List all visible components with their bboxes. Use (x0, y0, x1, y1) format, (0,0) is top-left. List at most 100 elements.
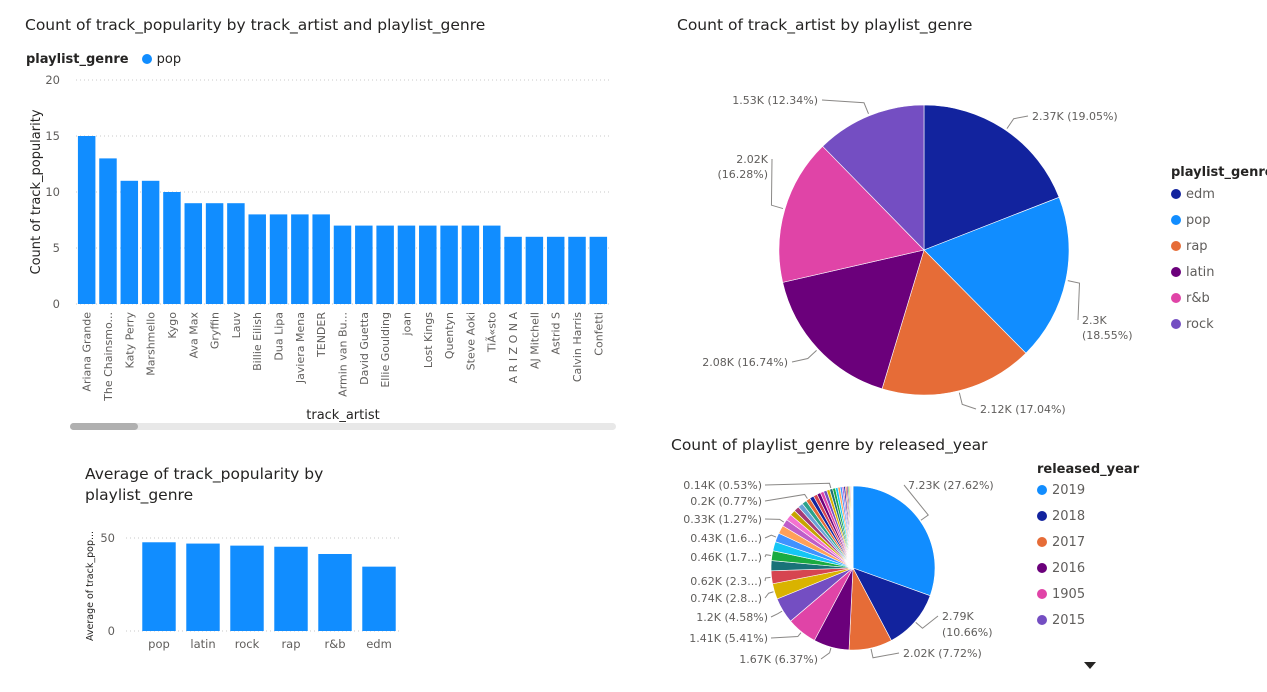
legend-label: r&b (1186, 291, 1210, 306)
bar-astrid-s[interactable] (546, 236, 565, 304)
x-tick-label: latin (190, 637, 215, 651)
legend-label: rap (1186, 239, 1208, 254)
genre-slice-latin[interactable] (782, 249, 925, 390)
bar-david-guetta[interactable] (355, 225, 373, 304)
x-tick-label: pop (148, 637, 170, 651)
bar-latin[interactable] (186, 543, 220, 631)
bar-ava-max[interactable] (184, 203, 203, 304)
legend-item-rap[interactable]: rap (1171, 239, 1208, 254)
leader-line (1006, 115, 1029, 129)
bar-marshmello[interactable] (141, 180, 160, 304)
leader-line (764, 518, 785, 523)
bar-pop[interactable] (142, 542, 176, 631)
bar-a-r-i-z-o-n-a[interactable] (504, 236, 522, 304)
legend-marker (1171, 319, 1181, 329)
legend-marker (1171, 293, 1181, 303)
bar-katy-perry[interactable] (120, 180, 139, 304)
legend-more-arrow-icon[interactable] (1084, 662, 1096, 669)
leader-line (821, 99, 869, 115)
bar-ellie-goulding[interactable] (376, 225, 394, 304)
bar-dua-lipa[interactable] (269, 214, 288, 304)
x-tick-label: Confetti (592, 312, 605, 356)
leader-line (764, 554, 772, 558)
bar-lost-kings[interactable] (419, 225, 437, 304)
bar-aj-mitchell[interactable] (525, 236, 544, 304)
data-label-pop-pct: (18.55%) (1082, 329, 1133, 342)
genre-pie-visual[interactable]: Count of track_artist by playlist_genre … (640, 0, 1267, 430)
data-label-rock: 1.53K (12.34%) (732, 94, 818, 107)
legend-marker (1171, 241, 1181, 251)
legend-item-2018[interactable]: 2018 (1037, 509, 1085, 524)
legend-item-rock[interactable]: rock (1171, 317, 1214, 332)
data-label-5: 1.2K (4.58%) (696, 611, 768, 624)
year-pie-visual[interactable]: Count of playlist_genre by released_year… (640, 430, 1267, 692)
leader-line (791, 349, 817, 363)
legend-item-edm[interactable]: edm (1171, 187, 1215, 202)
bar-kygo[interactable] (163, 192, 181, 304)
bar-javiera-mena[interactable] (291, 214, 309, 304)
bar-ti-sto[interactable] (482, 225, 501, 304)
bar-the-chainsmo[interactable] (99, 158, 117, 304)
data-label-latin: 2.08K (16.74%) (702, 356, 788, 369)
bar-confetti[interactable] (589, 236, 608, 304)
data-label-0: 7.23K (27.62%) (908, 479, 994, 492)
bar-r-b[interactable] (318, 553, 352, 631)
legend-item-latin[interactable]: latin (1171, 265, 1215, 280)
legend-marker (1037, 563, 1047, 573)
bar-steve-aoki[interactable] (461, 225, 480, 304)
bar-rap[interactable] (274, 546, 308, 631)
artist-bar-visual[interactable]: Count of track_popularity by track_artis… (0, 0, 630, 440)
bar-billie-eilish[interactable] (248, 214, 266, 304)
legend-marker (1037, 485, 1047, 495)
year-pie-title: Count of playlist_genre by released_year (671, 436, 988, 454)
bar-edm[interactable] (362, 566, 396, 631)
genre-slice-edm[interactable] (923, 104, 1060, 251)
x-tick-label: Ellie Goulding (379, 312, 392, 388)
genre-slice-pop[interactable] (923, 196, 1070, 354)
year-slice-1[interactable] (852, 567, 931, 641)
artist-bar-legend: playlist_genre pop (26, 48, 181, 67)
legend-item-2015[interactable]: 2015 (1037, 613, 1085, 628)
legend-item-r-b[interactable]: r&b (1171, 291, 1210, 306)
bar-gryffin[interactable] (205, 203, 224, 304)
legend-label-pop[interactable]: pop (156, 52, 182, 67)
artist-bar-scrollbar[interactable] (70, 423, 616, 430)
bar-joan[interactable] (397, 225, 416, 304)
data-label-r-b: 2.02K (736, 153, 768, 166)
x-tick-label: Lost Kings (422, 312, 435, 368)
bar-armin-van-bu[interactable] (333, 225, 352, 304)
artist-bar-scrollbar-thumb[interactable] (70, 423, 138, 430)
data-label-1-pct: (10.66%) (942, 626, 993, 639)
year-slice-0[interactable] (852, 485, 936, 597)
data-label-1: 2.79K (942, 610, 974, 623)
y-tick-label: 0 (108, 624, 115, 638)
genre-slice-rap[interactable] (881, 249, 1027, 396)
genre-slice-r-b[interactable] (778, 145, 925, 283)
leader-line (764, 534, 777, 539)
x-tick-label: The Chainsmo... (102, 312, 115, 402)
legend-item-pop[interactable]: pop (1171, 213, 1210, 228)
legend-marker (1171, 189, 1181, 199)
legend-item-2019[interactable]: 2019 (1037, 483, 1085, 498)
bar-calvin-harris[interactable] (568, 236, 586, 304)
y-tick-label: 0 (53, 297, 60, 311)
legend-item-1905[interactable]: 1905 (1037, 587, 1085, 602)
bar-quentyn[interactable] (440, 225, 458, 304)
legend-item-2016[interactable]: 2016 (1037, 561, 1085, 576)
bar-ariana-grande[interactable] (77, 136, 96, 304)
legend-label: 1905 (1052, 587, 1086, 602)
x-tick-label: Calvin Harris (571, 312, 584, 382)
avg-bar-visual[interactable]: Average of track_popularity by playlist_… (70, 455, 420, 692)
legend-item-2017[interactable]: 2017 (1037, 535, 1085, 550)
genre-slice-rock[interactable] (822, 104, 925, 251)
data-label-r-b-pct: (16.28%) (717, 168, 768, 181)
artist-bar-plot: 0 5 10 15 20 Ariana Grande The Chainsmo... Katy… (29, 73, 609, 423)
data-label-3: 1.67K (6.37%) (739, 653, 818, 666)
y-axis-title: Count of track_popularity (29, 109, 44, 274)
legend-marker-pop (141, 54, 152, 64)
bar-tender[interactable] (312, 214, 330, 304)
bar-lauv[interactable] (227, 203, 245, 304)
x-tick-label: David Guetta (358, 312, 371, 385)
bar-rock[interactable] (230, 545, 264, 631)
data-label-19: 0.2K (0.77%) (690, 495, 762, 508)
